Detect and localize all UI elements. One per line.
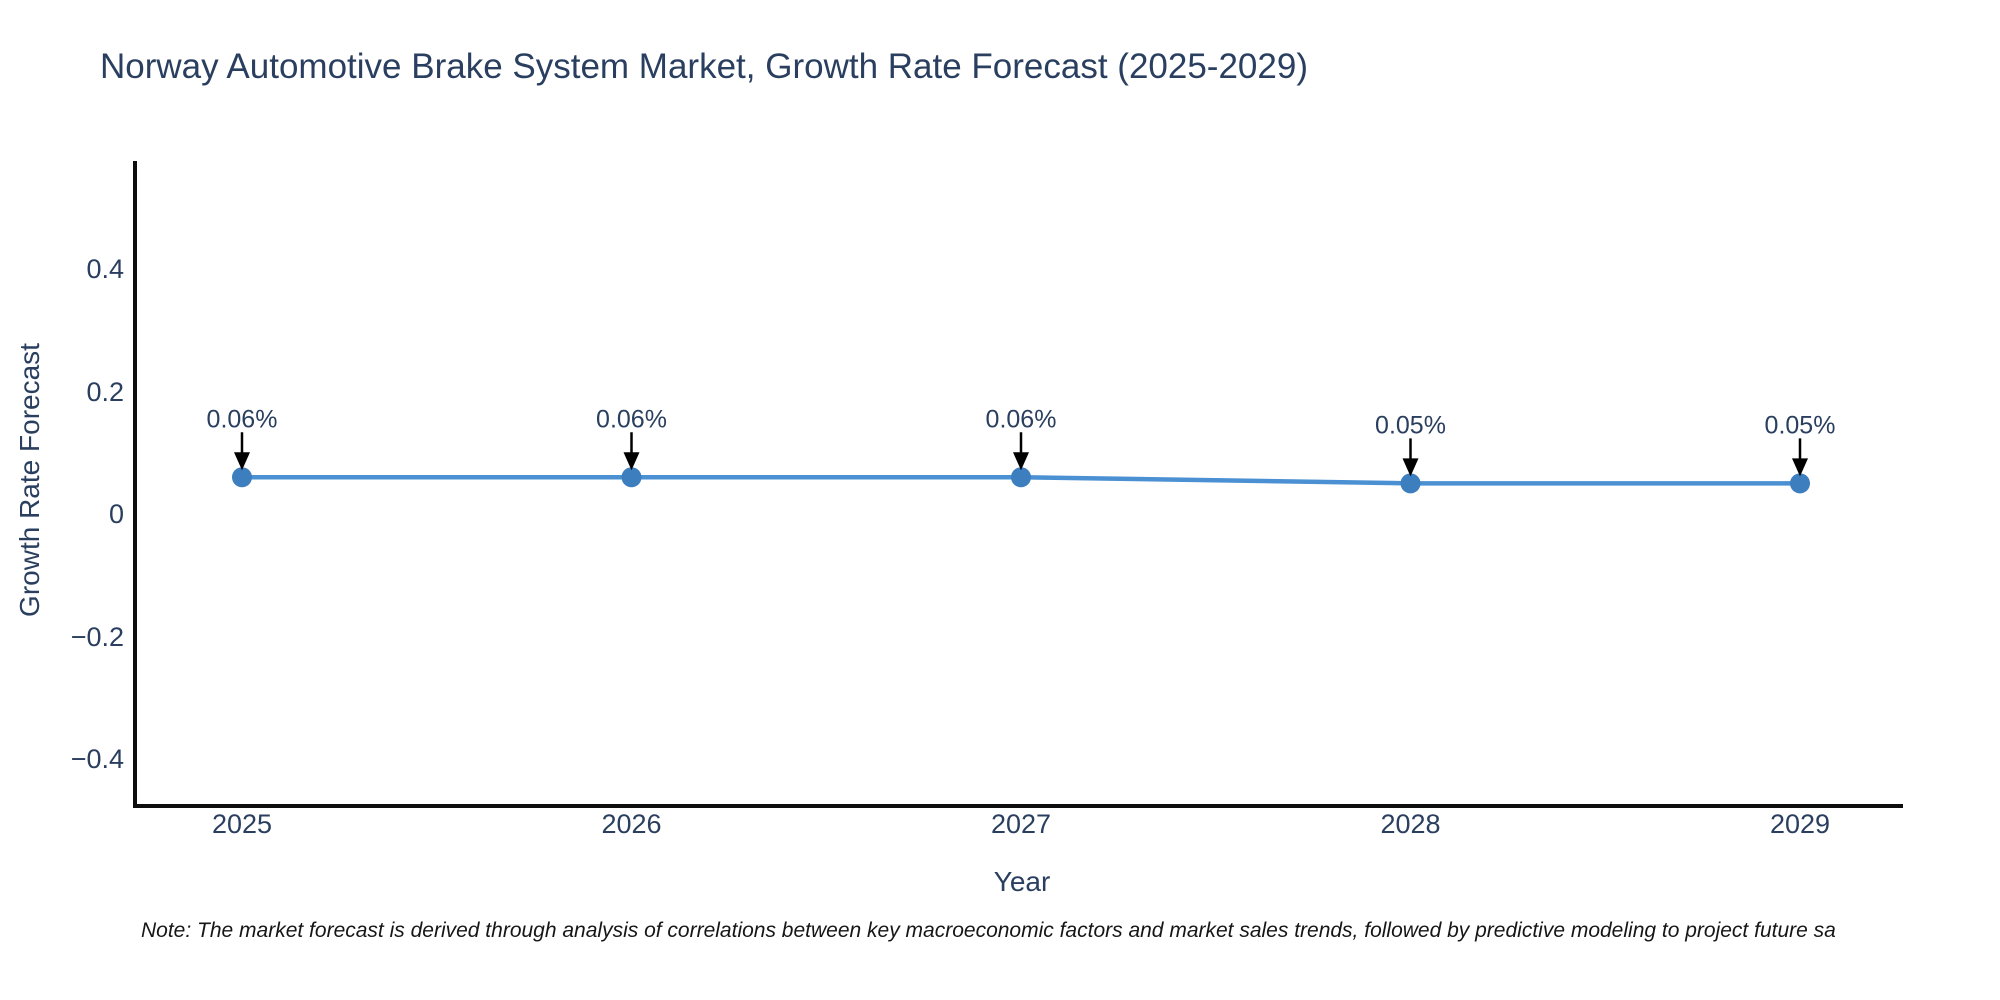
- data-point-marker: [232, 467, 252, 488]
- y-axis-line: [133, 161, 137, 806]
- y-tick-label: −0.2: [70, 621, 124, 652]
- footnote: Note: The market forecast is derived thr…: [141, 919, 1836, 942]
- annotation-arrowhead: [234, 452, 250, 471]
- plot-area: 0.06% 0.06% 0.06% 0.05% 0.05%: [207, 405, 1836, 494]
- data-point-marker: [1790, 473, 1810, 494]
- annotation-arrowhead: [1792, 458, 1808, 477]
- chart-title: Norway Automotive Brake System Market, G…: [100, 47, 1308, 86]
- data-point-marker: [621, 467, 642, 488]
- x-tick-label: 2026: [601, 809, 662, 839]
- annotation-arrowhead: [1013, 452, 1029, 471]
- y-tick-label: −0.4: [70, 744, 124, 774]
- y-tick-label: 0.4: [86, 254, 124, 284]
- annotation-label: 0.06%: [207, 405, 278, 433]
- annotation-label: 0.06%: [596, 405, 667, 433]
- annotation-label: 0.06%: [986, 405, 1057, 433]
- annotation-arrowhead: [623, 452, 640, 471]
- x-tick-label: 2027: [990, 809, 1052, 839]
- x-axis-line: [133, 804, 1903, 808]
- y-tick-label: 0.2: [86, 376, 124, 407]
- annotation-arrowhead: [1402, 458, 1419, 477]
- data-point-marker: [1400, 473, 1421, 494]
- annotation-label: 0.05%: [1765, 411, 1836, 439]
- data-point-marker: [1011, 467, 1031, 488]
- x-tick-label: 2025: [211, 809, 273, 839]
- x-axis-title: Year: [993, 866, 1051, 897]
- x-tick-label: 2028: [1380, 809, 1441, 839]
- x-tick-label: 2029: [1769, 809, 1831, 839]
- y-tick-label: 0: [108, 499, 124, 529]
- annotation-label: 0.05%: [1375, 411, 1446, 439]
